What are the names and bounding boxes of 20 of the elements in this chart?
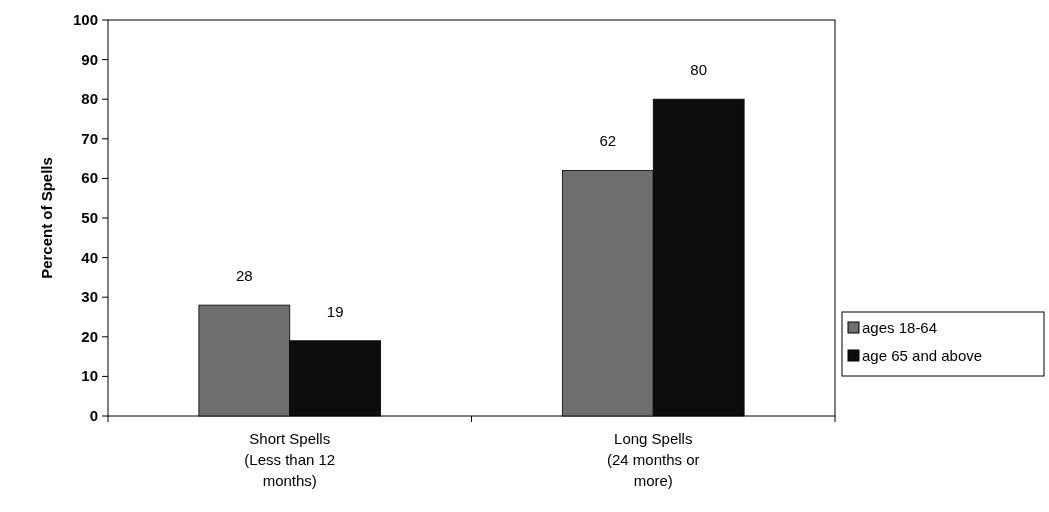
y-tick-label: 70: [81, 129, 98, 147]
y-tick-label: 0: [89, 407, 98, 424]
y-tick-label: 90: [81, 50, 98, 68]
legend-label: age 65 and above: [862, 347, 983, 364]
data-label: 80: [690, 61, 708, 79]
y-tick-label: 100: [72, 11, 98, 28]
x-tick-label: Short Spells (Less than 12 months): [244, 430, 336, 489]
y-tick-label: 80: [81, 90, 98, 108]
y-tick-label: 20: [81, 327, 98, 345]
legend-label: ages 18-64: [862, 319, 938, 336]
y-tick-label: 30: [81, 288, 98, 306]
y-axis-title: Percent of Spells: [38, 157, 55, 279]
data-label: 19: [326, 302, 344, 320]
data-label: 28: [235, 267, 253, 285]
x-tick-label: Long Spells (24 months or more): [606, 430, 700, 489]
y-tick-label: 60: [81, 169, 98, 187]
y-tick-label: 10: [81, 367, 98, 385]
y-tick-label: 40: [81, 248, 98, 266]
data-label: 62: [599, 132, 617, 150]
y-tick-label: 50: [81, 209, 98, 226]
